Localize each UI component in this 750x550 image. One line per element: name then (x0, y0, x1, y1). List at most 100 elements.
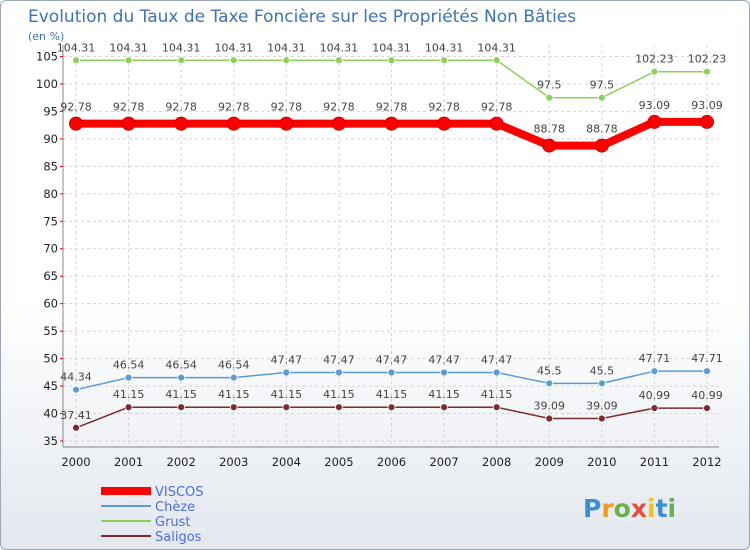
y-tick-label: 90 (43, 132, 58, 146)
y-tick-label: 70 (43, 242, 58, 256)
data-label: 41.15 (271, 388, 303, 401)
data-label: 104.31 (425, 41, 464, 54)
data-point (229, 56, 238, 65)
axes: 35 40 45 50 55 60 65 70 75 80 85 90 95 100 105 2000 2001… (36, 45, 722, 469)
data-point (384, 116, 399, 131)
data-label: 37.41 (60, 409, 92, 422)
data-label: 97.5 (537, 79, 562, 92)
data-point (282, 368, 291, 377)
data-point (69, 116, 83, 131)
data-point (545, 379, 554, 388)
data-label: 92.78 (481, 101, 513, 114)
data-label: 41.15 (113, 388, 145, 401)
y-tick-label: 75 (43, 214, 58, 228)
data-label: 47.47 (323, 354, 355, 367)
data-label: 104.31 (109, 41, 148, 54)
data-label: 92.78 (376, 101, 408, 114)
logo-letter: x (631, 494, 647, 523)
data-label: 92.78 (271, 101, 303, 114)
logo-letter: P (583, 494, 601, 523)
data-point (650, 367, 659, 376)
data-label: 104.31 (215, 41, 254, 54)
data-point (545, 414, 554, 423)
data-label: 104.31 (372, 41, 411, 54)
series-group: 104.31 104.31 104.31 104.31 104.31 104.31 104.… (57, 41, 726, 432)
data-label: 92.78 (428, 101, 460, 114)
data-label: 93.09 (691, 99, 723, 112)
data-label: 47.71 (691, 352, 723, 365)
data-label: 104.31 (57, 41, 96, 54)
data-label: 104.31 (477, 41, 516, 54)
data-point (597, 414, 606, 423)
x-tick-label: 2005 (324, 455, 353, 469)
x-tick-label: 2009 (535, 455, 564, 469)
data-label: 97.5 (590, 79, 615, 92)
data-point (177, 373, 186, 382)
y-tick-label: 95 (43, 104, 58, 118)
data-point (121, 116, 136, 131)
data-label: 41.15 (323, 388, 355, 401)
logo-letter: r (601, 494, 614, 523)
data-point (492, 403, 501, 412)
x-tick-label: 2012 (692, 455, 721, 469)
data-label: 93.09 (639, 99, 671, 112)
data-point (124, 56, 133, 65)
y-tick-label: 65 (43, 269, 58, 283)
y-tick-label: 80 (43, 187, 58, 201)
data-label: 41.15 (481, 388, 513, 401)
data-point (650, 404, 659, 412)
data-point (226, 116, 241, 131)
data-label: 45.5 (537, 364, 562, 377)
data-point (387, 403, 396, 412)
data-label: 40.99 (639, 389, 671, 402)
data-label: 92.78 (60, 101, 92, 114)
data-point (72, 385, 80, 394)
data-label: 104.31 (162, 41, 201, 54)
data-label: 39.09 (586, 400, 618, 413)
data-point (440, 403, 448, 412)
data-point (124, 403, 133, 412)
data-label: 47.71 (639, 352, 671, 365)
data-point (72, 423, 80, 432)
data-label: 104.31 (267, 41, 306, 54)
y-tick-label: 60 (43, 297, 58, 311)
data-label: 102.23 (635, 53, 674, 66)
data-point (335, 56, 343, 65)
data-label: 92.78 (113, 101, 145, 114)
y-tick-label: 45 (43, 379, 58, 393)
data-point (279, 116, 294, 131)
data-point (542, 138, 557, 153)
y-tick-label: 105 (36, 49, 58, 63)
data-point (703, 367, 711, 376)
data-label: 46.54 (218, 359, 250, 372)
data-label: 44.34 (60, 371, 92, 384)
data-point (229, 373, 238, 382)
data-label: 88.78 (534, 123, 566, 136)
data-label: 92.78 (218, 101, 250, 114)
data-point (597, 93, 606, 102)
data-label: 41.15 (165, 388, 197, 401)
data-point (703, 404, 711, 412)
data-label: 47.47 (271, 354, 303, 367)
data-point (440, 368, 448, 377)
legend-label: Grust (155, 515, 191, 530)
data-point (387, 368, 396, 377)
data-label: 45.5 (590, 364, 615, 377)
x-tick-label: 2008 (482, 455, 511, 469)
x-tick-label: 2010 (587, 455, 616, 469)
data-label: 41.15 (376, 388, 408, 401)
legend-label: Saligos (155, 530, 202, 545)
y-tick-label: 100 (36, 77, 58, 91)
data-point (650, 67, 659, 76)
data-label: 46.54 (165, 359, 197, 372)
data-point (124, 373, 133, 382)
x-tick-label: 2004 (272, 455, 301, 469)
x-tick-label: 2002 (167, 455, 196, 469)
x-tick-label: 2000 (61, 455, 90, 469)
data-label: 41.15 (218, 388, 250, 401)
data-label: 39.09 (534, 400, 566, 413)
data-point (335, 403, 343, 412)
